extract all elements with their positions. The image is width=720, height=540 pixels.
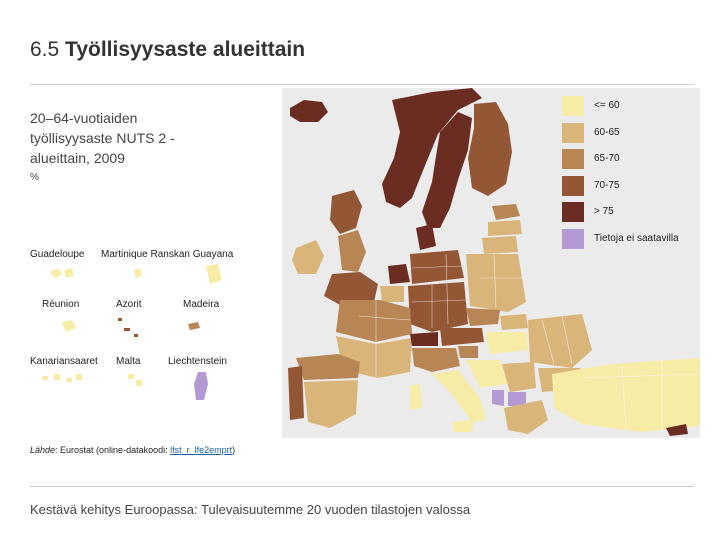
region-italy-north — [412, 348, 460, 372]
region-lithuania — [482, 236, 518, 254]
source-data-code-link[interactable]: lfst_r_lfe2emprt — [170, 445, 233, 455]
region-latvia — [488, 220, 522, 236]
title-text: Työllisyysaste alueittain — [65, 38, 306, 61]
region-italy-south — [432, 370, 486, 422]
region-portugal — [288, 366, 304, 420]
legend-label: <= 60 — [594, 100, 620, 111]
region-serbia — [502, 362, 536, 392]
region-uk-south — [324, 272, 378, 306]
region-uk-north — [338, 230, 366, 272]
source-label: Lähde — [30, 445, 56, 455]
region-albania-nodata — [492, 390, 504, 406]
inset-map-reunion — [62, 320, 76, 332]
legend-swatch-icon — [562, 202, 584, 222]
legend-label: > 75 — [594, 206, 614, 217]
inset-label-guadeloupe: Guadeloupe — [30, 249, 85, 260]
region-france-north — [336, 300, 412, 342]
region-iceland — [290, 100, 328, 122]
region-norway — [382, 88, 482, 208]
region-austria — [440, 328, 484, 346]
legend-item: Tietoja ei saatavilla — [562, 227, 700, 254]
region-netherlands — [388, 264, 410, 284]
inset-label-azores: Azorit — [116, 299, 142, 310]
region-poland — [466, 254, 526, 312]
legend-item: <= 60 — [562, 94, 700, 121]
region-borders — [357, 253, 700, 430]
inset-map-martinique — [134, 268, 142, 278]
region-germany-south — [408, 282, 468, 332]
inset-label-liechtenstein: Liechtenstein — [168, 356, 227, 367]
region-czechia — [466, 308, 500, 326]
inset-label-martinique-guayana: Martinique Ranskan Guayana — [101, 249, 234, 260]
legend-swatch-icon — [562, 175, 584, 196]
region-croatia — [466, 360, 508, 388]
region-finland — [468, 102, 512, 196]
region-ireland — [292, 240, 324, 274]
inset-map-madeira — [188, 322, 200, 330]
inset-map-malta — [128, 374, 142, 386]
legend-item: > 75 — [562, 200, 700, 227]
inset-map-guadeloupe — [50, 268, 74, 278]
inset-label-malta: Malta — [116, 356, 141, 367]
region-belgium — [380, 286, 404, 302]
map-legend: <= 60 60-65 65-70 70-75 > 75 Tietoja ei saata… — [562, 94, 700, 253]
footer-text: Kestävä kehitys Euroopassa: Tulevaisuute… — [30, 502, 471, 517]
legend-swatch-icon — [562, 96, 584, 116]
region-turkey — [552, 358, 700, 432]
region-sicily — [452, 420, 474, 432]
region-switzerland — [410, 332, 438, 346]
inset-label-canaries: Kanariansaaret — [30, 356, 98, 367]
footer-divider — [30, 486, 694, 487]
inset-label-reunion: Réunion — [42, 299, 80, 310]
page-title: 6.5 Työllisyysaste alueittain — [30, 38, 305, 62]
title-number: 6.5 — [30, 38, 60, 61]
source-text: : Eurostat (online-datakoodi: — [55, 445, 171, 455]
inset-map-french-guiana — [206, 264, 222, 284]
region-uk-scotland — [330, 190, 362, 234]
region-macedonia — [508, 392, 526, 406]
inset-label-madeira: Madeira — [183, 299, 220, 310]
region-slovenia — [458, 346, 478, 358]
region-cyprus — [666, 424, 688, 436]
region-slovakia — [500, 314, 528, 330]
inset-map-canaries — [42, 374, 82, 382]
title-divider — [30, 84, 694, 85]
legend-swatch-icon — [562, 228, 584, 249]
legend-label: Tietoja ei saatavilla — [594, 232, 679, 244]
region-hungary — [486, 332, 528, 354]
map-subtitle: 20–64-vuotiaiden työllisyysaste NUTS 2 -… — [30, 110, 175, 166]
region-sardinia — [410, 384, 422, 410]
region-greece — [504, 400, 548, 434]
region-spain-north — [296, 354, 360, 380]
legend-label: 70-75 — [594, 179, 620, 191]
inset-map-liechtenstein — [194, 372, 208, 400]
legend-label: 60-65 — [594, 126, 620, 138]
europe-employment-map — [282, 88, 700, 438]
legend-item: 60-65 — [562, 121, 700, 148]
region-estonia — [492, 204, 520, 220]
legend-item: 70-75 — [562, 174, 700, 201]
region-denmark — [416, 224, 436, 250]
source-close: ) — [232, 445, 236, 455]
legend-swatch-icon — [562, 122, 584, 143]
region-spain-south — [304, 380, 358, 428]
inset-map-azores — [118, 318, 138, 337]
unit-label: % — [30, 172, 39, 183]
region-sweden — [422, 112, 472, 228]
source-note: Lähde: Eurostat (online-datakoodi: lfst_… — [30, 445, 235, 455]
legend-item: 65-70 — [562, 147, 700, 174]
legend-swatch-icon — [562, 149, 584, 169]
legend-label: 65-70 — [594, 153, 620, 164]
